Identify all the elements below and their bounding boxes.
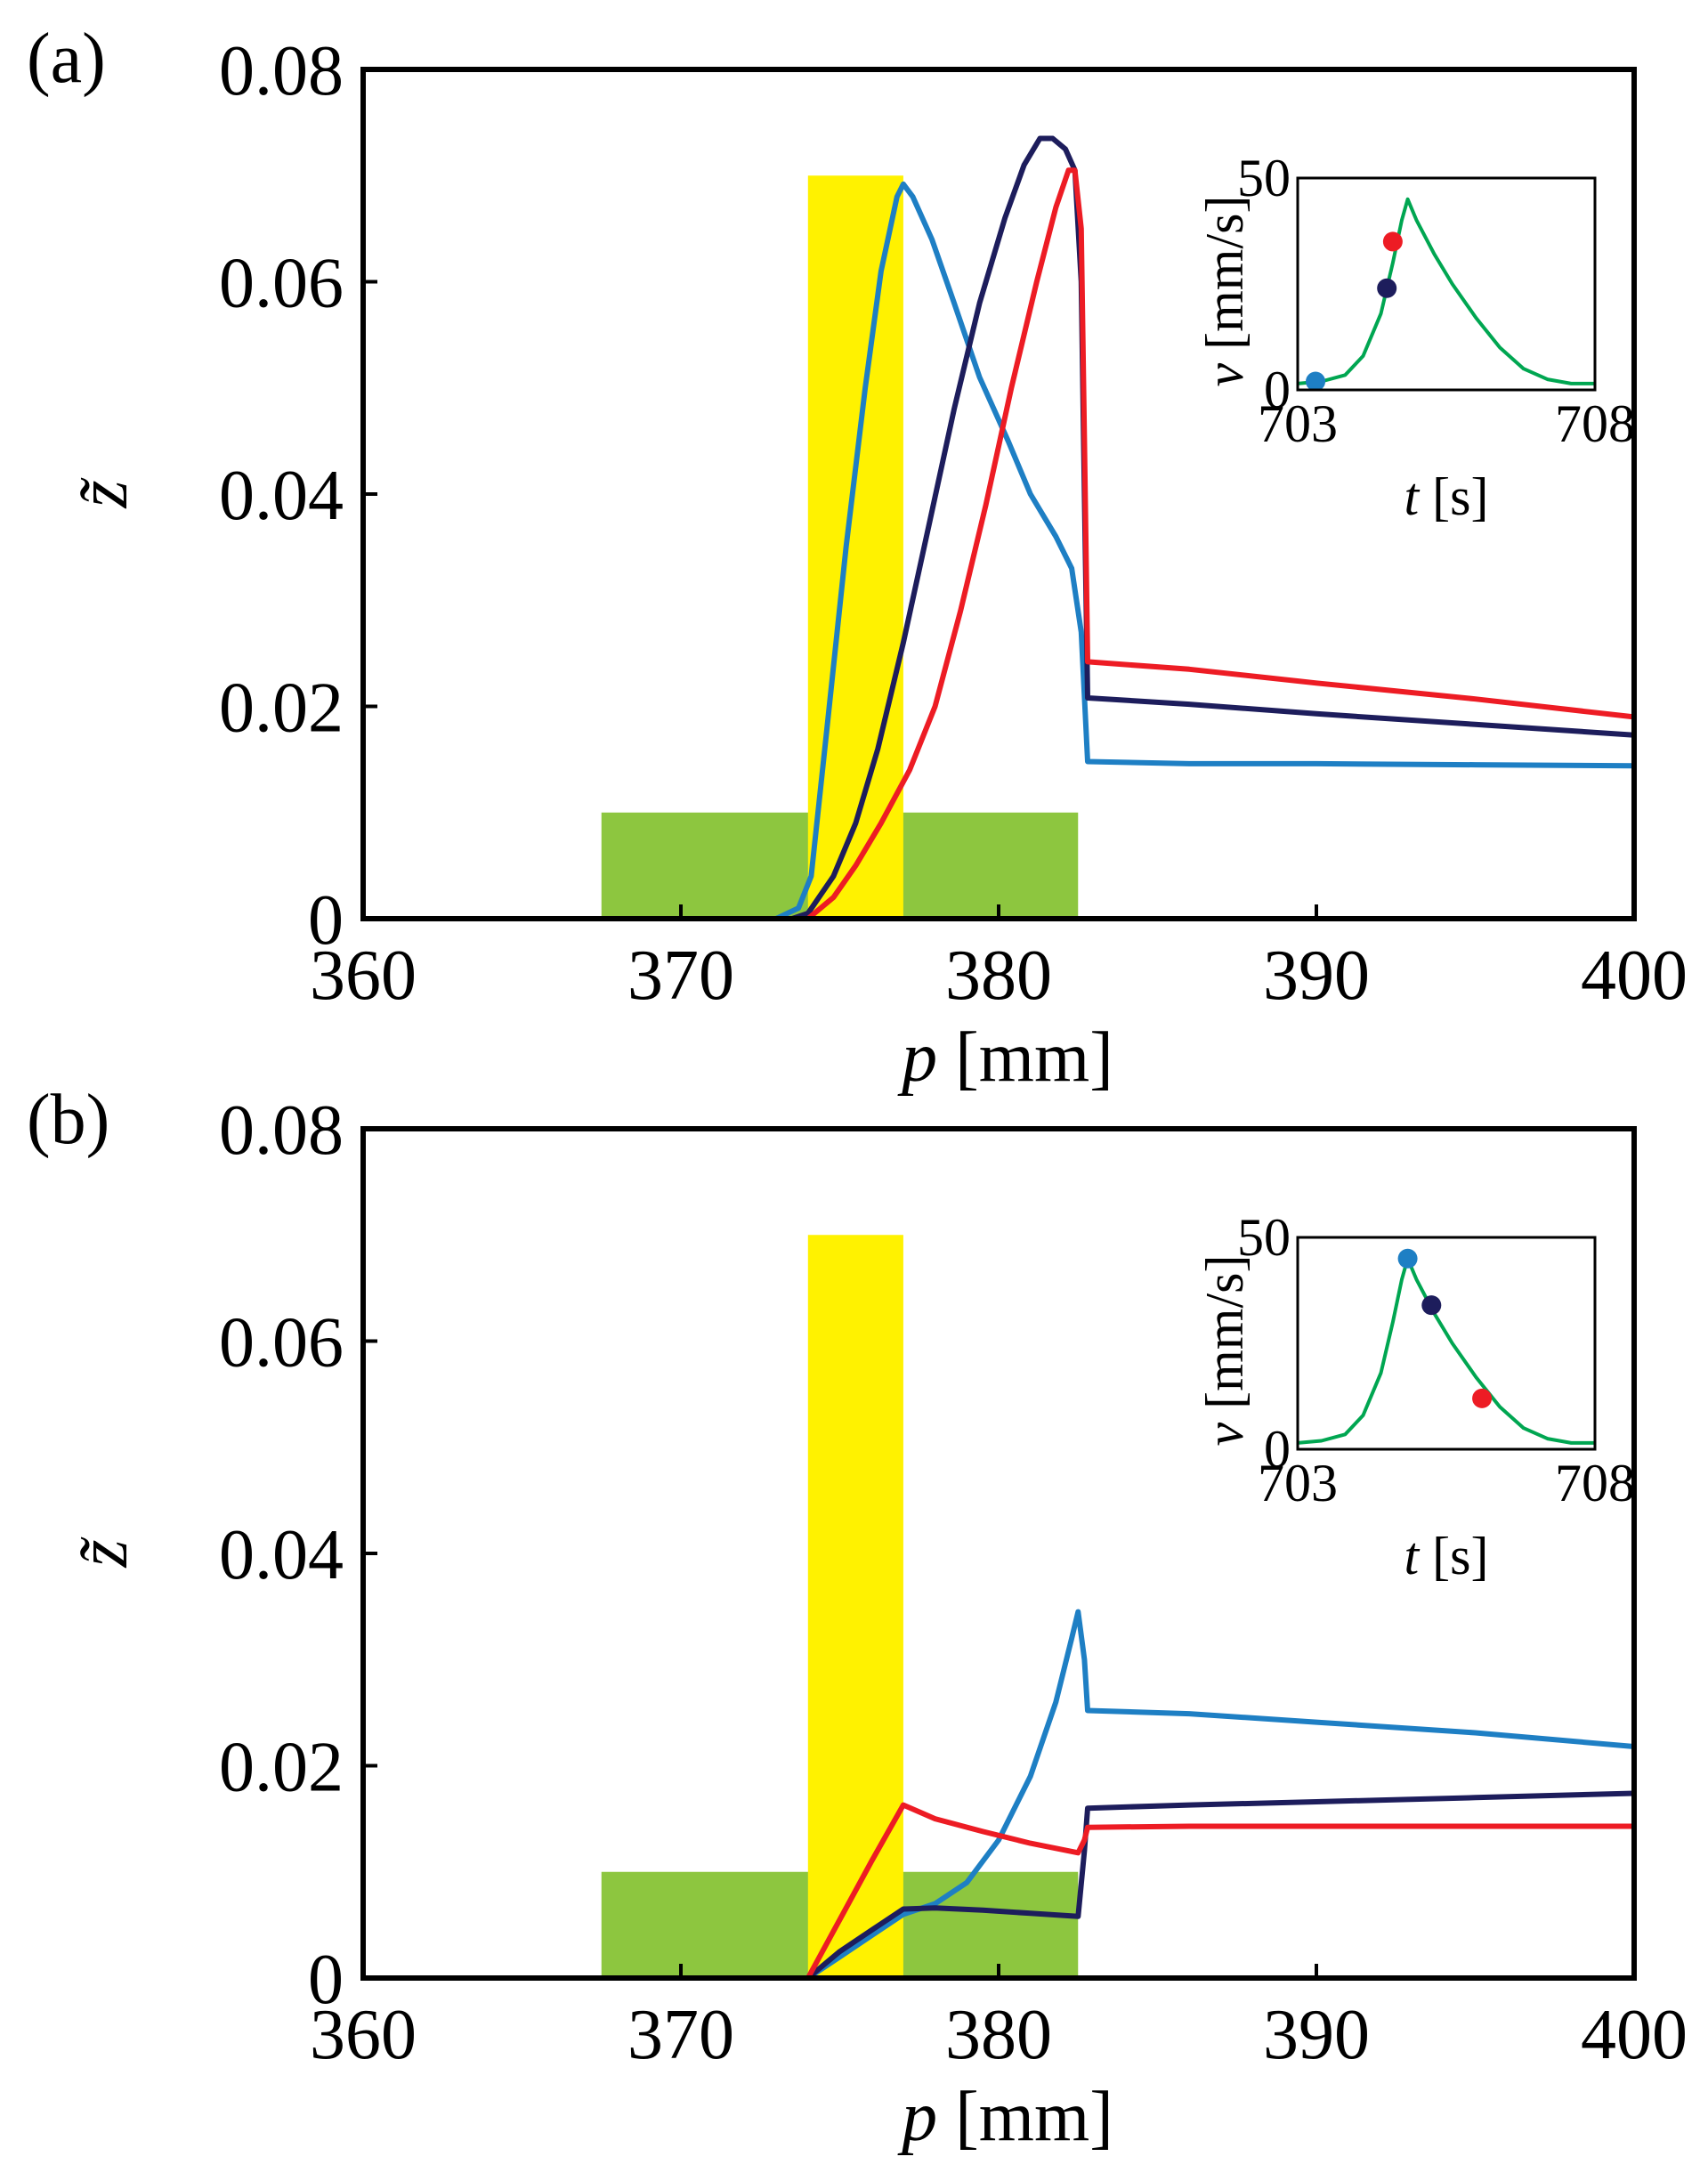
inset-y-axis-label: v [mm/s] [1195, 1255, 1254, 1447]
inset-y-axis-label: v [mm/s] [1195, 196, 1254, 387]
x-tick-label: 360 [310, 936, 417, 1015]
inset-x-tick-label: 708 [1555, 1454, 1635, 1512]
inset-velocity-curve [1297, 1256, 1595, 1445]
y-axis-label: z̃ [64, 477, 142, 508]
x-tick-label: 380 [945, 1996, 1052, 2074]
y-tick-label: 0.04 [219, 1516, 344, 1594]
x-axis-unit: [mm] [937, 2078, 1113, 2156]
series-red [363, 1802, 1634, 1981]
x-tick-label: 360 [310, 1996, 417, 2074]
x-tick-label: 370 [627, 1996, 734, 2074]
inset-frame [1296, 176, 1597, 392]
panel-a: 360 370 380 390 400 0 0.02 0.04 0.06 0.08 p [mm] z̃… [27, 20, 1688, 1097]
yellow-region [807, 175, 903, 919]
series-red [363, 167, 1635, 921]
x-tick-label: 390 [1263, 936, 1370, 1015]
x-axis-label: p [mm] [897, 2078, 1113, 2156]
x-axis-var: p [897, 2078, 937, 2156]
y-tick-label: 0.04 [219, 457, 344, 535]
inset-chart: 703 708 0 50 t [s] v [mm/s] [1195, 149, 1635, 526]
y-tick-label: 0.02 [219, 1729, 344, 1807]
series-dark-navy [363, 135, 1635, 921]
red-marker [1382, 231, 1403, 252]
inset-x-axis-label: t [s] [1404, 1527, 1489, 1585]
inset-y-tick-label: 0 [1264, 1420, 1291, 1479]
light-blue-marker [1306, 371, 1326, 392]
inset-x-axis-unit: [s] [1419, 1527, 1488, 1585]
inset-x-tick-label: 703 [1258, 394, 1338, 453]
x-axis-label: p [mm] [897, 1018, 1113, 1097]
inset-background [1298, 1237, 1595, 1449]
series-light-blue [363, 1609, 1635, 1981]
x-tick-label: 370 [627, 936, 734, 1015]
y-tick-label: 0 [308, 881, 344, 960]
inset-y-axis-var: v [1195, 1422, 1254, 1446]
x-axis-var: p [897, 1018, 937, 1097]
y-axis-label: z̃ [64, 1536, 142, 1568]
inset-chart: 703 708 0 50 t [s] v [mm/s] [1195, 1208, 1635, 1585]
inset-y-axis-unit: [mm/s] [1195, 196, 1254, 363]
light-blue-marker [1397, 1248, 1418, 1269]
series-dark-navy [363, 1790, 1635, 1981]
y-tick-label: 0 [308, 1941, 344, 2019]
inset-x-tick-label: 703 [1258, 1454, 1338, 1512]
y-tick-label: 0.08 [219, 1091, 344, 1170]
navy-marker [1377, 278, 1397, 298]
x-tick-label: 380 [945, 936, 1052, 1015]
inset-x-axis-var: t [1404, 1527, 1421, 1585]
inset-x-axis-unit: [s] [1419, 467, 1488, 526]
panel-label: (a) [27, 20, 106, 98]
inset-x-axis-var: t [1404, 467, 1421, 526]
y-tick-label: 0.06 [219, 245, 344, 323]
inset-background [1298, 178, 1595, 390]
y-tick-label: 0.08 [219, 32, 344, 110]
inset-y-axis-unit: [mm/s] [1195, 1255, 1254, 1423]
panel-label: (b) [27, 1081, 109, 1159]
series-light-blue [363, 181, 1635, 921]
y-tick-label: 0.02 [219, 669, 344, 748]
x-axis-unit: [mm] [937, 1018, 1113, 1097]
red-marker [1472, 1388, 1493, 1408]
x-tick-label: 400 [1581, 936, 1688, 1015]
inset-y-tick-label: 50 [1237, 149, 1291, 207]
x-tick-label: 400 [1581, 1996, 1688, 2074]
inset-y-axis-var: v [1195, 362, 1254, 386]
x-tick-label: 390 [1263, 1996, 1370, 2074]
navy-marker [1421, 1295, 1442, 1316]
inset-y-tick-label: 50 [1237, 1208, 1291, 1267]
inset-x-tick-label: 708 [1555, 394, 1635, 453]
inset-frame [1296, 1236, 1597, 1451]
inset-x-axis-label: t [s] [1404, 467, 1489, 526]
inset-velocity-curve [1297, 197, 1595, 385]
yellow-region [807, 1235, 903, 1978]
inset-y-tick-label: 0 [1264, 361, 1291, 419]
y-tick-label: 0.06 [219, 1304, 344, 1382]
panel-b: 360 370 380 390 400 0 0.02 0.04 0.06 0.08 p [mm] z̃… [27, 1081, 1688, 2156]
